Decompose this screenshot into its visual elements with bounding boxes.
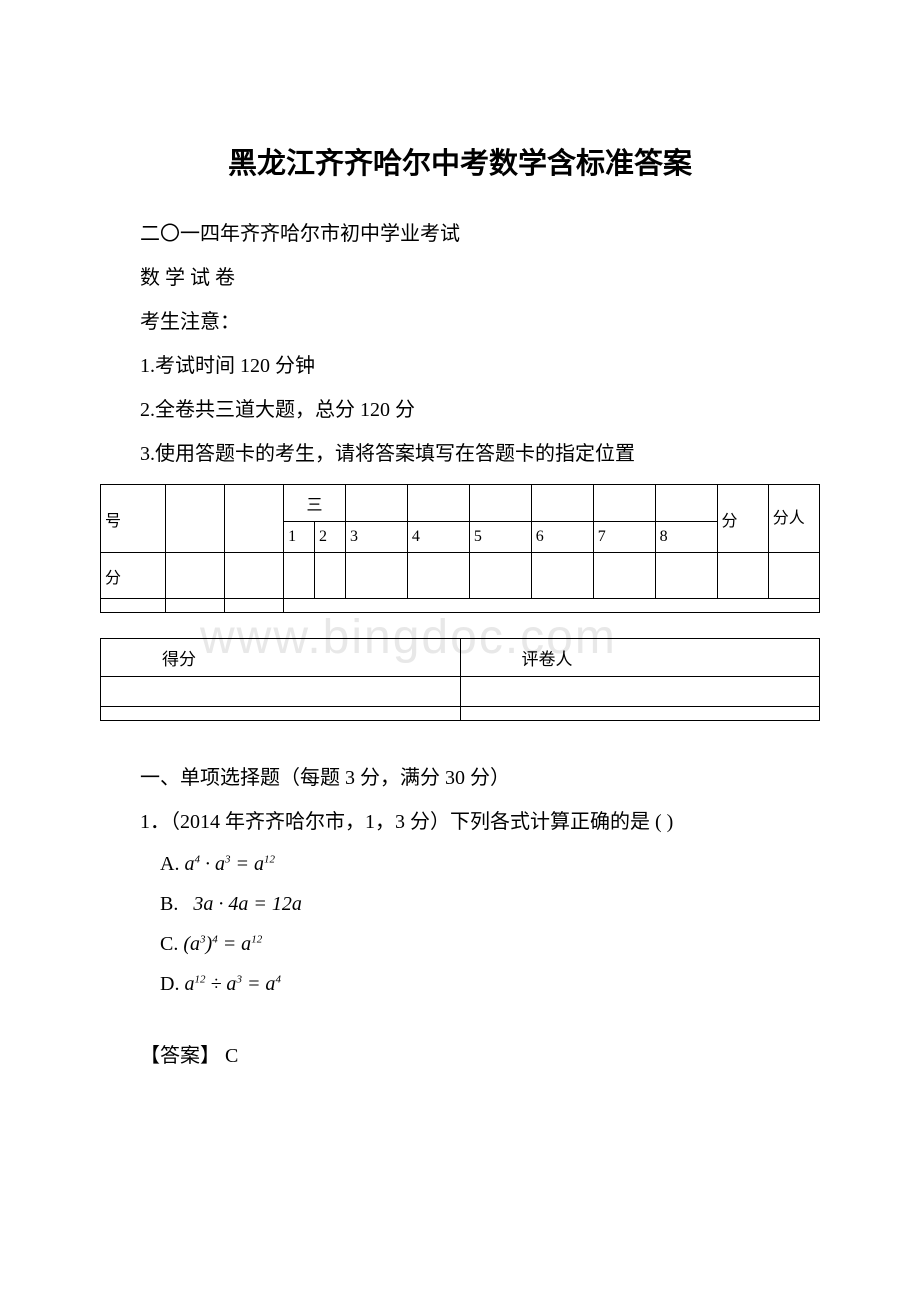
option-label: B. bbox=[160, 893, 178, 915]
row-label-cell: 号 bbox=[101, 485, 166, 553]
empty-cell bbox=[165, 553, 224, 599]
empty-cell bbox=[101, 599, 166, 613]
table-row bbox=[101, 707, 820, 721]
row-label-cell: 分 bbox=[101, 553, 166, 599]
empty-cell bbox=[531, 553, 593, 599]
option-label: C. bbox=[160, 933, 178, 955]
answer-text: 【答案】 C bbox=[100, 1034, 820, 1078]
option-c: C. (a3)4 = a12 bbox=[100, 924, 820, 964]
notice-header: 考生注意： bbox=[100, 300, 820, 344]
question-text: 1．（2014 年齐齐哈尔市，1，3 分）下列各式计算正确的是 ( ) bbox=[100, 800, 820, 844]
empty-cell bbox=[717, 553, 768, 599]
option-b: B. 3a · 4a = 12a bbox=[100, 884, 820, 924]
col-number: 5 bbox=[469, 522, 531, 553]
evaluator-table: 得分 评卷人 bbox=[100, 638, 820, 721]
empty-cell bbox=[165, 485, 224, 553]
empty-cell bbox=[224, 485, 283, 553]
notice-item-1: 1.考试时间 120 分钟 bbox=[100, 344, 820, 388]
math-expression: 3a · 4a = 12a bbox=[183, 893, 302, 915]
col-number: 2 bbox=[315, 522, 346, 553]
option-label: D. bbox=[160, 973, 179, 995]
col-number: 6 bbox=[531, 522, 593, 553]
empty-cell bbox=[768, 553, 819, 599]
empty-cell bbox=[315, 553, 346, 599]
score-table: 号 三 分 分人 1 2 3 4 5 6 7 8 分 bbox=[100, 484, 820, 613]
empty-cell bbox=[531, 485, 593, 522]
section-heading: 一、单项选择题（每题 3 分，满分 30 分） bbox=[100, 756, 820, 800]
empty-cell bbox=[407, 485, 469, 522]
empty-cell bbox=[407, 553, 469, 599]
person-label-text: 分人 bbox=[773, 510, 805, 527]
empty-cell bbox=[346, 485, 408, 522]
score-header: 分 bbox=[717, 485, 768, 553]
empty-cell bbox=[593, 553, 655, 599]
empty-cell bbox=[460, 707, 820, 721]
paper-name: 数 学 试 卷 bbox=[100, 256, 820, 300]
table-row: 得分 评卷人 bbox=[101, 639, 820, 677]
col-number: 7 bbox=[593, 522, 655, 553]
empty-cell bbox=[469, 485, 531, 522]
option-label: A. bbox=[160, 853, 179, 875]
evaluator-header-cell: 评卷人 bbox=[460, 639, 820, 677]
table-row: 分 bbox=[101, 553, 820, 599]
document-content: 黑龙江齐齐哈尔中考数学含标准答案 二〇一四年齐齐哈尔市初中学业考试 数 学 试 … bbox=[100, 140, 820, 1078]
table-row: 号 三 分 分人 bbox=[101, 485, 820, 522]
empty-cell bbox=[284, 553, 315, 599]
person-header: 分人 bbox=[768, 485, 819, 553]
math-expression: a4 · a3 = a12 bbox=[184, 853, 275, 875]
empty-cell bbox=[346, 553, 408, 599]
subtitle: 二〇一四年齐齐哈尔市初中学业考试 bbox=[100, 212, 820, 256]
col-number: 8 bbox=[655, 522, 717, 553]
empty-cell bbox=[284, 599, 820, 613]
empty-cell bbox=[655, 485, 717, 522]
table-row bbox=[101, 599, 820, 613]
table-row bbox=[101, 677, 820, 707]
empty-cell bbox=[593, 485, 655, 522]
notice-item-2: 2.全卷共三道大题，总分 120 分 bbox=[100, 388, 820, 432]
col-number: 1 bbox=[284, 522, 315, 553]
empty-cell bbox=[224, 553, 283, 599]
option-a: A. a4 · a3 = a12 bbox=[100, 844, 820, 884]
section-three-header: 三 bbox=[284, 485, 346, 522]
col-number: 4 bbox=[407, 522, 469, 553]
score-header-cell: 得分 bbox=[101, 639, 461, 677]
empty-cell bbox=[469, 553, 531, 599]
math-expression: (a3)4 = a12 bbox=[183, 933, 262, 955]
option-d: D. a12 ÷ a3 = a4 bbox=[100, 964, 820, 1004]
notice-item-3: 3.使用答题卡的考生，请将答案填写在答题卡的指定位置 bbox=[100, 432, 820, 476]
empty-cell bbox=[165, 599, 224, 613]
col-number: 3 bbox=[346, 522, 408, 553]
empty-cell bbox=[101, 707, 461, 721]
empty-cell bbox=[224, 599, 283, 613]
empty-cell bbox=[655, 553, 717, 599]
empty-cell bbox=[460, 677, 820, 707]
empty-cell bbox=[101, 677, 461, 707]
document-title: 黑龙江齐齐哈尔中考数学含标准答案 bbox=[100, 140, 820, 182]
math-expression: a12 ÷ a3 = a4 bbox=[184, 973, 280, 995]
